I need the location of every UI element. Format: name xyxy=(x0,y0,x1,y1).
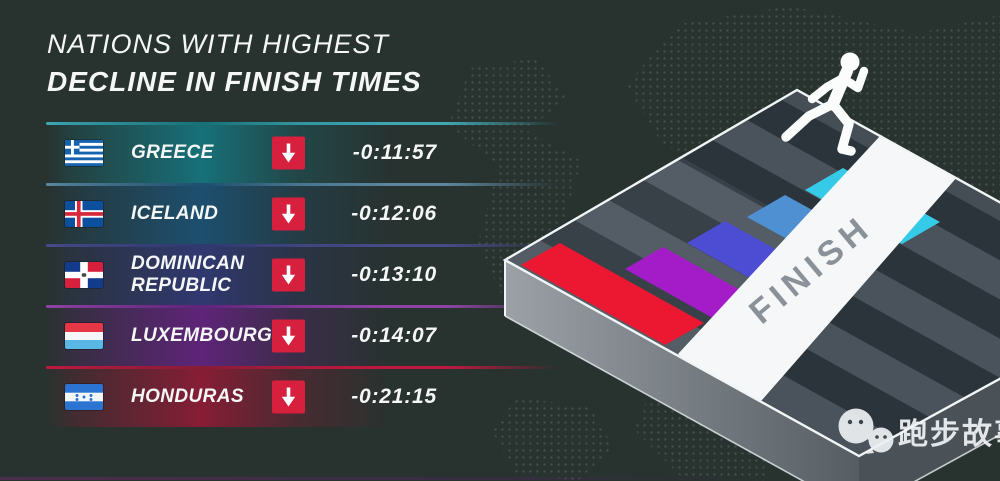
luxembourg-flag-icon xyxy=(65,322,103,349)
list-item-iceland: ICELAND -0:12:06 xyxy=(46,183,559,244)
time-change-value: -0:13:10 xyxy=(351,262,437,286)
bottom-accent-line xyxy=(0,477,760,480)
country-label: HONDURAS xyxy=(131,385,244,407)
nations-list: GREECE -0:11:57 IC xyxy=(46,122,559,427)
decline-arrow-icon xyxy=(272,197,305,230)
country-label: GREECE xyxy=(131,141,214,163)
time-change-value: -0:14:07 xyxy=(351,323,437,347)
page-title: NATIONS WITH HIGHEST DECLINE IN FINISH T… xyxy=(47,26,422,100)
page-title-line1: NATIONS WITH HIGHEST xyxy=(47,29,389,59)
iceland-flag-icon xyxy=(65,200,103,227)
decline-arrow-icon xyxy=(272,319,305,352)
time-change-value: -0:21:15 xyxy=(351,384,437,408)
list-item-honduras: HONDURAS -0:21:15 xyxy=(46,366,559,427)
time-change-value: -0:12:06 xyxy=(351,201,437,225)
decline-arrow-icon xyxy=(272,258,305,291)
list-item-luxembourg: LUXEMBOURG -0:14:07 xyxy=(46,305,559,366)
time-change-value: -0:11:57 xyxy=(352,140,437,164)
greece-flag-icon xyxy=(65,139,103,166)
decline-arrow-icon xyxy=(272,136,305,169)
country-label: DOMINICAN REPUBLIC xyxy=(131,253,245,296)
honduras-flag-icon xyxy=(65,383,103,410)
list-item-dominican-republic: DOMINICAN REPUBLIC -0:13:10 xyxy=(46,244,559,305)
decline-arrow-icon xyxy=(272,380,305,413)
list-item-greece: GREECE -0:11:57 xyxy=(46,122,559,183)
page-title-line2: DECLINE IN FINISH TIMES xyxy=(47,66,422,97)
country-label: LUXEMBOURG xyxy=(131,324,273,346)
dominican-republic-flag-icon xyxy=(65,261,103,288)
country-label: ICELAND xyxy=(131,202,219,224)
